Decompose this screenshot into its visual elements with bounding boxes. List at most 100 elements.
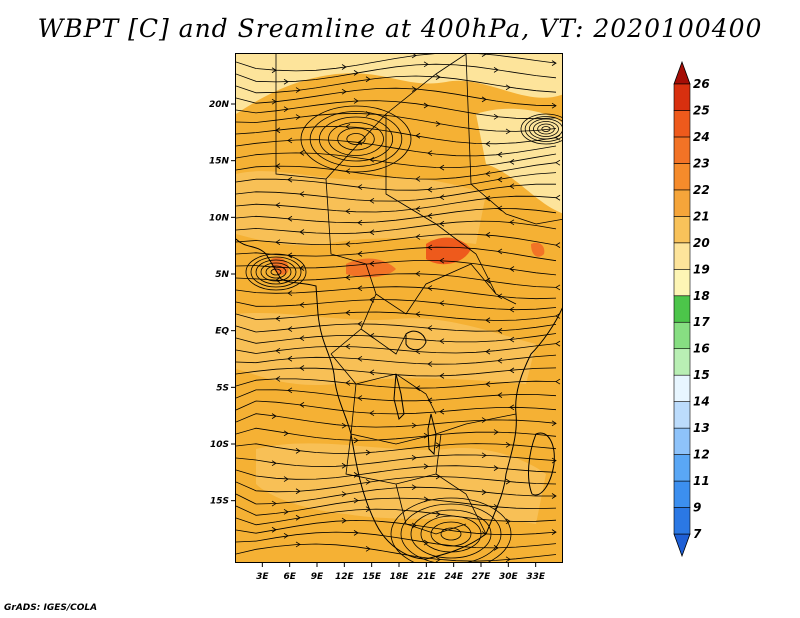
- streamline-arrow: [415, 311, 421, 317]
- y-tick-label: 5N: [215, 270, 229, 280]
- x-tick-label: 24E: [444, 572, 464, 582]
- colorbar-swatch: [673, 268, 691, 297]
- streamline-arrow: [485, 195, 491, 202]
- streamline: [236, 486, 556, 505]
- streamline-arrow: [411, 484, 417, 491]
- streamline-arrow: [415, 206, 421, 212]
- streamline: [236, 299, 557, 311]
- x-tick-label: 6E: [283, 572, 296, 582]
- streamline-arrow: [275, 347, 281, 354]
- colorbar-min-triangle: [673, 533, 691, 558]
- map-panel[interactable]: [235, 53, 563, 563]
- streamline: [236, 443, 557, 454]
- streamline-arrow: [345, 343, 351, 350]
- streamline-arrow: [435, 511, 441, 518]
- streamline-arrow: [415, 132, 421, 139]
- wbpt-19-20-shade: [476, 108, 562, 214]
- eddy-ring: [440, 527, 462, 541]
- streamline-arrow: [345, 123, 351, 130]
- streamline-arrow: [439, 408, 445, 415]
- streamline-arrow: [275, 239, 281, 246]
- streamline: [236, 343, 557, 354]
- streamline-arrow: [485, 317, 491, 324]
- colorbar-label: 13: [693, 421, 710, 435]
- footer-credit: GrADS: IGES/COLA: [4, 603, 98, 613]
- streamline-arrow: [299, 229, 305, 235]
- colorbar-label: 16: [693, 342, 710, 356]
- colorbar-label: 23: [693, 156, 710, 170]
- streamline-arrow: [551, 420, 557, 427]
- streamline-arrow: [481, 96, 487, 103]
- streamline-arrow: [423, 61, 429, 68]
- colorbar-label: 15: [693, 368, 710, 382]
- colorbar-label: 21: [693, 209, 710, 223]
- streamline-arrow: [423, 102, 429, 109]
- streamline-arrow: [493, 504, 499, 510]
- streamline-arrow: [341, 517, 347, 524]
- streamlines: [236, 54, 561, 562]
- streamline-arrow: [357, 285, 363, 292]
- streamline-arrow: [497, 293, 503, 300]
- streamline-arrow: [427, 361, 433, 367]
- x-tick-label: 3E: [256, 572, 269, 582]
- streamline-arrow: [505, 84, 511, 91]
- eddy-ring: [528, 118, 562, 140]
- streamline: [236, 273, 557, 288]
- streamline-arrow: [555, 159, 561, 166]
- madagascar: [528, 432, 555, 496]
- streamline-arrow: [439, 373, 445, 379]
- streamline-arrow: [485, 381, 491, 387]
- streamline: [236, 233, 557, 246]
- streamline-arrow: [555, 242, 561, 248]
- wbpt-22-23-shade: [531, 242, 545, 257]
- streamline-arrow: [551, 529, 557, 535]
- streamline-arrow: [299, 150, 305, 156]
- colorbar-swatch: [673, 242, 691, 270]
- streamline: [236, 354, 557, 365]
- streamline-arrow: [435, 556, 441, 562]
- streamline: [236, 54, 557, 72]
- streamline-arrow: [287, 290, 293, 296]
- streamline-arrow: [357, 184, 363, 190]
- streamline-arrow: [299, 402, 305, 408]
- streamline-arrow: [275, 315, 281, 322]
- streamline-arrow: [551, 60, 557, 66]
- eddy-ring: [533, 121, 559, 137]
- streamline-arrow: [481, 54, 487, 57]
- lake-victoria: [405, 330, 427, 351]
- wbpt-23-24-shade: [426, 237, 471, 265]
- colorbar-swatch: [673, 480, 691, 508]
- streamline-arrow: [345, 380, 351, 386]
- streamline-arrow: [345, 309, 351, 316]
- streamline: [236, 183, 556, 202]
- streamline-arrow: [411, 522, 417, 529]
- streamline-arrow: [493, 465, 499, 471]
- streamline: [236, 172, 557, 191]
- streamline-arrow: [435, 442, 441, 449]
- streamline-arrow: [287, 176, 293, 183]
- streamline: [236, 400, 557, 415]
- eddy-ring: [390, 497, 512, 562]
- streamline-arrow: [439, 164, 445, 171]
- colorbar-swatch: [673, 216, 691, 244]
- streamline-arrow: [509, 306, 515, 313]
- west-africa-coast: [236, 238, 487, 560]
- streamline-arrow: [555, 194, 561, 201]
- streamline-arrow: [439, 300, 445, 307]
- streamline-arrow: [345, 208, 351, 215]
- eddy-ring: [430, 521, 472, 547]
- streamline-arrow: [435, 74, 441, 80]
- streamline-arrow: [357, 251, 363, 257]
- streamline-arrow: [283, 476, 289, 482]
- colorbar-label: 11: [693, 474, 710, 488]
- eddy-ring: [410, 509, 492, 559]
- streamline-arrow: [555, 313, 561, 319]
- streamline-arrow: [411, 54, 417, 59]
- colorbar-label: 9: [693, 501, 701, 515]
- streamline-arrow: [287, 215, 293, 222]
- streamline: [236, 246, 557, 262]
- x-tick-label: 9E: [311, 572, 324, 582]
- streamline-arrow: [357, 395, 363, 401]
- wbpt-22-23-shade: [346, 258, 396, 278]
- streamline: [236, 333, 557, 344]
